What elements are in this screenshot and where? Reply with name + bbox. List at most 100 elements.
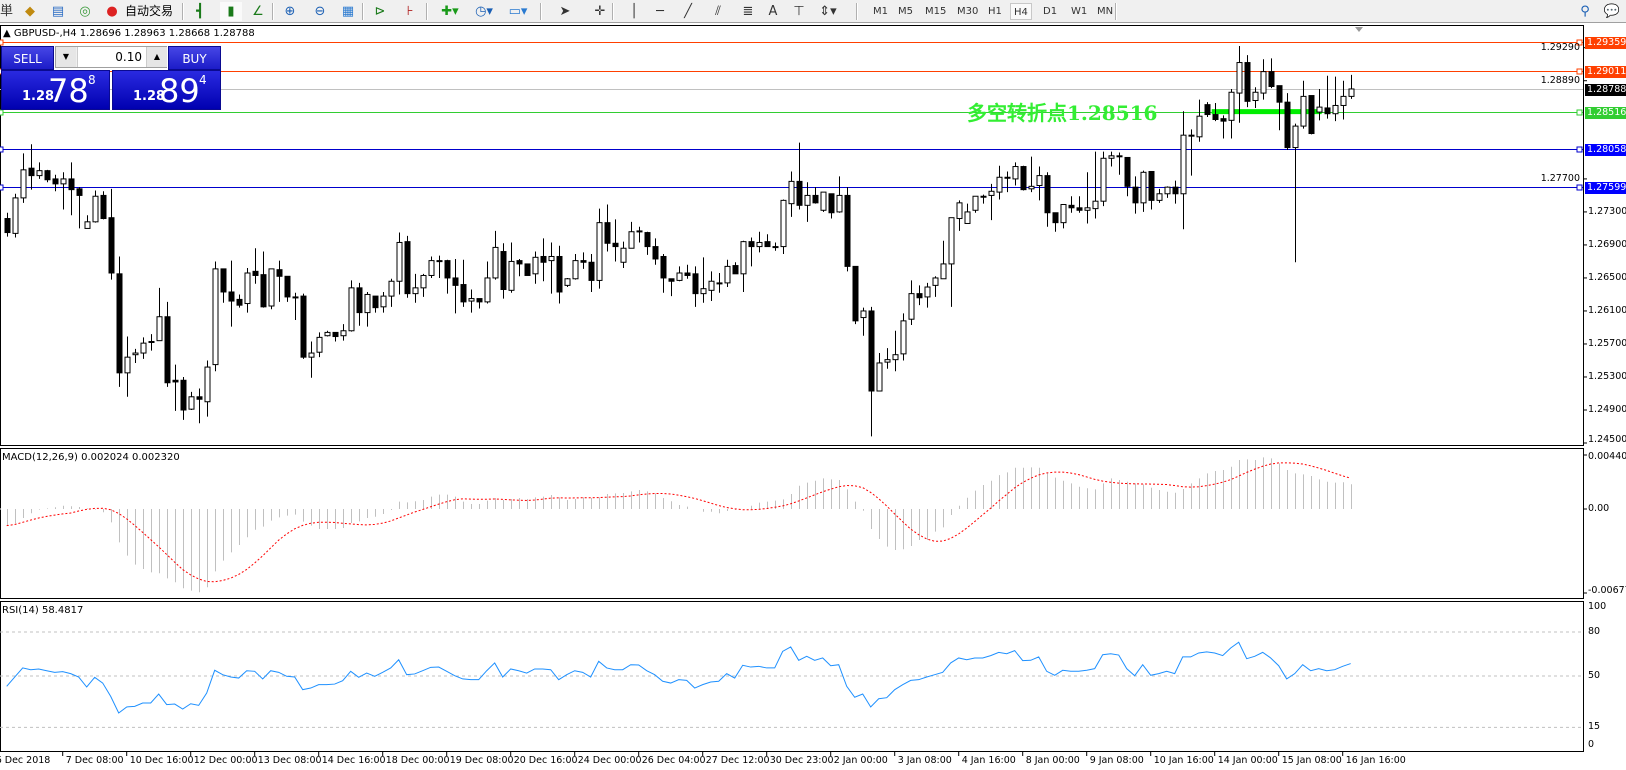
bar-chart-icon[interactable]: ┫: [196, 4, 204, 19]
buy-price[interactable]: 1.28 89 4: [112, 70, 221, 110]
candle: [940, 240, 947, 280]
candle: [308, 341, 315, 378]
auto-trading-button[interactable]: 自动交易: [124, 4, 173, 18]
market-watch-icon[interactable]: ◆: [25, 4, 35, 19]
candle: [52, 174, 59, 192]
horizontal-line-icon[interactable]: ─: [656, 4, 664, 19]
candle-body: [1276, 85, 1283, 103]
fibonacci-icon[interactable]: ≣: [742, 4, 754, 19]
text-icon[interactable]: A: [768, 4, 778, 19]
lot-decrease-button[interactable]: ▼: [56, 47, 76, 67]
candlestick-chart-icon[interactable]: ▮: [220, 2, 242, 21]
candle-body: [284, 275, 291, 298]
trendline-icon[interactable]: ╱: [684, 4, 692, 19]
candle-body: [28, 167, 35, 177]
zoom-in-icon[interactable]: ⊕: [284, 4, 296, 19]
candle-body: [204, 366, 211, 403]
candle-body: [340, 330, 347, 337]
candle: [76, 187, 83, 229]
candle: [84, 215, 91, 229]
candle: [380, 291, 387, 313]
candle: [1268, 58, 1275, 89]
candle-body: [156, 316, 163, 342]
timeframe-m15[interactable]: M15: [925, 6, 947, 17]
candle-body: [364, 293, 371, 314]
navigator-icon[interactable]: ▤: [51, 4, 65, 19]
candle: [396, 232, 403, 295]
templates-dropdown-icon[interactable]: ▭▾: [508, 4, 528, 19]
timeframe-m1[interactable]: M1: [873, 6, 888, 17]
timeframe-w1[interactable]: W1: [1071, 6, 1088, 17]
lot-increase-button[interactable]: ▲: [147, 47, 167, 67]
buy-button[interactable]: BUY: [168, 46, 221, 70]
collapse-triangle-icon[interactable]: ▲: [3, 28, 11, 39]
candle-body: [1188, 134, 1195, 137]
candle: [604, 204, 611, 252]
candle-body: [196, 396, 203, 400]
crosshair-icon[interactable]: ✛: [594, 4, 606, 19]
autoscroll-icon[interactable]: ⊳: [374, 4, 386, 19]
timeframe-d1[interactable]: D1: [1043, 6, 1058, 17]
lot-size-input[interactable]: [77, 47, 147, 67]
level-handle-right: [1576, 184, 1583, 191]
timeframe-m5[interactable]: M5: [898, 6, 913, 17]
candle-body: [756, 241, 763, 248]
candle-body: [148, 340, 155, 343]
vertical-line-icon[interactable]: │: [630, 4, 638, 19]
date-axis-label: 27 Dec 12:00: [705, 755, 770, 766]
candle: [60, 172, 67, 210]
rsi-axis-label: 80: [1588, 625, 1601, 637]
candle: [220, 268, 227, 303]
candle-body: [348, 287, 355, 332]
candle-body: [476, 298, 483, 303]
rsi-axis-label: 0: [1588, 739, 1595, 751]
candle-body: [20, 169, 27, 199]
candle: [1132, 176, 1139, 214]
candle-body: [460, 284, 467, 303]
indicators-dropdown-icon[interactable]: ✚▾: [441, 4, 459, 19]
candle: [1260, 59, 1267, 100]
candle: [596, 208, 603, 289]
timeframe-h4[interactable]: H4: [1010, 3, 1032, 20]
date-axis-label: 9 Jan 08:00: [1089, 755, 1144, 766]
tile-windows-icon[interactable]: ▦: [341, 4, 355, 19]
chat-icon[interactable]: 💬: [1603, 4, 1621, 19]
cursor-icon[interactable]: ➤: [559, 4, 571, 19]
periods-dropdown-icon[interactable]: ◷▾: [475, 4, 493, 19]
text-label-icon[interactable]: ⊤: [793, 4, 805, 19]
date-axis-label: 7 Dec 08:00: [65, 755, 124, 766]
date-axis-label: 15 Jan 08:00: [1281, 755, 1342, 766]
equidistant-channel-icon[interactable]: ⫽: [715, 4, 721, 19]
candle-body: [180, 379, 187, 411]
signals-icon[interactable]: ◎: [79, 4, 91, 19]
candle: [644, 231, 651, 255]
zoom-out-icon[interactable]: ⊖: [314, 4, 326, 19]
candle-body: [428, 260, 435, 276]
candle-body: [188, 396, 195, 410]
candle: [1020, 165, 1027, 191]
level-handle-right: [1576, 68, 1583, 75]
level-price-label: 1.28058: [1585, 143, 1626, 156]
candle-body: [620, 247, 627, 263]
line-chart-icon[interactable]: ∠: [252, 4, 264, 19]
timeframe-mn[interactable]: MN: [1097, 6, 1114, 17]
timeframe-h1[interactable]: H1: [988, 6, 1002, 17]
sell-button[interactable]: SELL: [1, 46, 54, 70]
auto-trading-icon[interactable]: ●: [106, 4, 118, 19]
candle-body: [420, 274, 427, 289]
chart-shift-icon[interactable]: ⊦: [406, 4, 414, 19]
price-axis-label: 1.28890: [1540, 74, 1580, 86]
candle-body: [524, 263, 531, 276]
menu-fragment[interactable]: 単: [0, 4, 14, 19]
sell-price[interactable]: 1.28 78 8: [1, 70, 110, 110]
candle: [1052, 212, 1059, 232]
level-handle-left: [0, 39, 4, 46]
candle: [1300, 80, 1307, 129]
candle-body: [692, 273, 699, 295]
arrows-dropdown-icon[interactable]: ⇕▾: [819, 4, 837, 19]
date-axis-label: 19 Dec 08:00: [449, 755, 514, 766]
candle: [836, 176, 843, 213]
timeframe-m30[interactable]: M30: [957, 6, 979, 17]
search-icon[interactable]: ⚲: [1580, 4, 1590, 19]
